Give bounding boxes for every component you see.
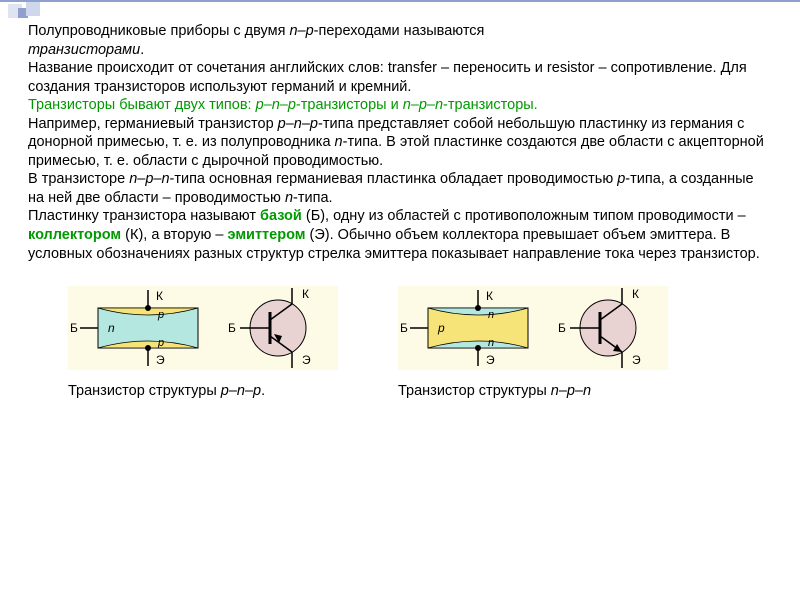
svg-text:К: К	[632, 287, 639, 301]
svg-text:К: К	[302, 287, 309, 301]
paragraph-main: Полупроводниковые приборы с двумя n–p-пе…	[28, 22, 772, 263]
figure-npn: Б К Эp n n Б К Э Транзистор структуры n–p–n	[398, 283, 668, 399]
svg-text:p: p	[157, 337, 164, 349]
svg-text:Э: Э	[486, 353, 495, 367]
caption-pnp: Транзистор структуры p–n–p.	[68, 383, 265, 399]
svg-text:Э: Э	[632, 353, 641, 367]
diagram-npn: Б К Эp n n Б К Э	[398, 283, 668, 373]
svg-text:Б: Б	[558, 321, 566, 335]
slide-body: Полупроводниковые приборы с двумя n–p-пе…	[0, 0, 800, 409]
svg-text:Э: Э	[302, 353, 311, 367]
svg-text:К: К	[486, 289, 493, 303]
svg-text:p: p	[437, 321, 445, 335]
slide-decor	[8, 0, 40, 30]
svg-text:n: n	[108, 321, 115, 335]
figures-row: Б К Эn p p Б К Э Транзистор структуры p–n–p. Б К…	[28, 283, 772, 399]
caption-npn: Транзистор структуры n–p–n	[398, 383, 591, 399]
svg-text:К: К	[156, 289, 163, 303]
figure-pnp: Б К Эn p p Б К Э Транзистор структуры p–n–p.	[68, 283, 338, 399]
svg-text:Б: Б	[228, 321, 236, 335]
svg-text:p: p	[157, 309, 164, 321]
svg-text:Б: Б	[70, 321, 78, 335]
svg-text:n: n	[488, 309, 494, 321]
diagram-pnp: Б К Эn p p Б К Э	[68, 283, 338, 373]
svg-text:Э: Э	[156, 353, 165, 367]
svg-text:Б: Б	[400, 321, 408, 335]
svg-text:n: n	[488, 337, 494, 349]
